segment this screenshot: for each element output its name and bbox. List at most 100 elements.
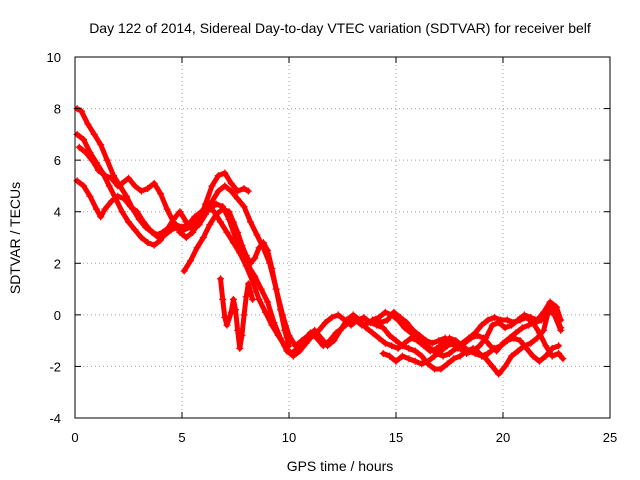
data-point — [234, 195, 242, 203]
data-point — [446, 350, 453, 358]
data-point — [471, 329, 479, 337]
data-point — [285, 342, 293, 350]
data-point — [478, 352, 486, 360]
data-point — [529, 319, 537, 327]
data-point — [86, 192, 94, 200]
data-point — [227, 308, 235, 316]
data-point — [377, 319, 385, 327]
data-point — [246, 218, 254, 226]
x-axis-tick-labels: 0 5 10 15 20 25 — [71, 430, 617, 445]
data-point — [486, 342, 494, 350]
data-point — [264, 246, 272, 254]
y-tick-label: -2 — [49, 359, 61, 374]
data-point — [503, 316, 511, 324]
data-point — [497, 316, 505, 324]
data-point — [131, 182, 139, 190]
data-point — [221, 182, 229, 190]
data-point — [306, 329, 314, 337]
data-point — [257, 285, 265, 293]
y-tick-label: 2 — [54, 256, 61, 271]
data-point — [206, 221, 214, 229]
data-point — [107, 174, 115, 182]
data-point — [379, 350, 387, 358]
data-point — [484, 316, 492, 324]
data-point — [512, 329, 520, 337]
data-point — [482, 334, 490, 342]
data-point — [229, 295, 237, 303]
data-point — [439, 352, 447, 360]
data-point — [178, 223, 186, 231]
data-point — [229, 239, 237, 247]
data-point — [80, 136, 88, 144]
data-point — [311, 326, 319, 334]
data-point — [234, 228, 242, 236]
data-point — [313, 334, 321, 342]
series-track-5 — [180, 205, 293, 350]
data-point — [525, 321, 533, 329]
data-point — [319, 342, 327, 350]
data-point — [191, 213, 199, 221]
data-point — [360, 313, 368, 321]
data-point — [150, 179, 158, 187]
data-point — [294, 344, 302, 352]
data-point — [101, 172, 109, 180]
data-point — [411, 357, 419, 365]
data-point — [238, 241, 246, 249]
data-point — [458, 339, 466, 347]
data-point — [394, 344, 402, 352]
data-point — [137, 234, 145, 241]
data-point — [187, 257, 195, 265]
data-point — [255, 295, 263, 303]
data-point — [244, 280, 252, 288]
data-point — [505, 334, 513, 342]
data-point — [443, 342, 451, 350]
y-tick-label: -4 — [49, 411, 61, 426]
data-point — [182, 234, 190, 241]
data-point — [437, 365, 445, 373]
data-point — [418, 352, 426, 360]
data-point — [428, 339, 436, 347]
data-point — [478, 321, 486, 329]
data-point — [465, 334, 473, 342]
data-point — [495, 370, 503, 378]
data-point — [249, 295, 257, 303]
y-axis-tick-labels: -4 -2 0 2 4 6 8 10 — [47, 50, 61, 426]
data-point — [232, 306, 239, 314]
data-point — [97, 213, 105, 221]
y-axis-title: SDTVAR / TECUs — [7, 182, 23, 294]
data-point — [407, 329, 415, 337]
data-point — [107, 197, 115, 205]
data-point — [272, 285, 280, 293]
data-point — [125, 218, 132, 226]
data-point — [488, 321, 496, 329]
data-point — [236, 344, 244, 352]
data-point — [234, 326, 242, 334]
data-point — [516, 337, 524, 345]
data-point — [542, 342, 550, 350]
data-point — [159, 228, 167, 236]
data-point — [118, 208, 126, 216]
data-point — [251, 254, 259, 262]
data-point — [137, 187, 145, 195]
series-line — [218, 276, 256, 351]
data-point — [493, 347, 501, 355]
x-tick-label: 0 — [71, 430, 78, 445]
data-point — [169, 218, 177, 226]
data-point — [242, 252, 250, 260]
data-point — [238, 331, 246, 339]
data-point — [219, 295, 227, 303]
data-point — [379, 324, 387, 332]
data-point — [223, 228, 231, 236]
data-point — [212, 210, 220, 218]
y-tick-label: 10 — [47, 50, 61, 65]
data-point — [214, 172, 222, 180]
data-point — [77, 107, 85, 115]
data-point — [368, 316, 376, 324]
data-point — [386, 331, 394, 339]
y-tick-label: 6 — [54, 153, 61, 168]
data-point — [368, 329, 376, 337]
data-point — [95, 166, 103, 174]
data-point — [386, 352, 394, 360]
data-point — [418, 360, 426, 368]
